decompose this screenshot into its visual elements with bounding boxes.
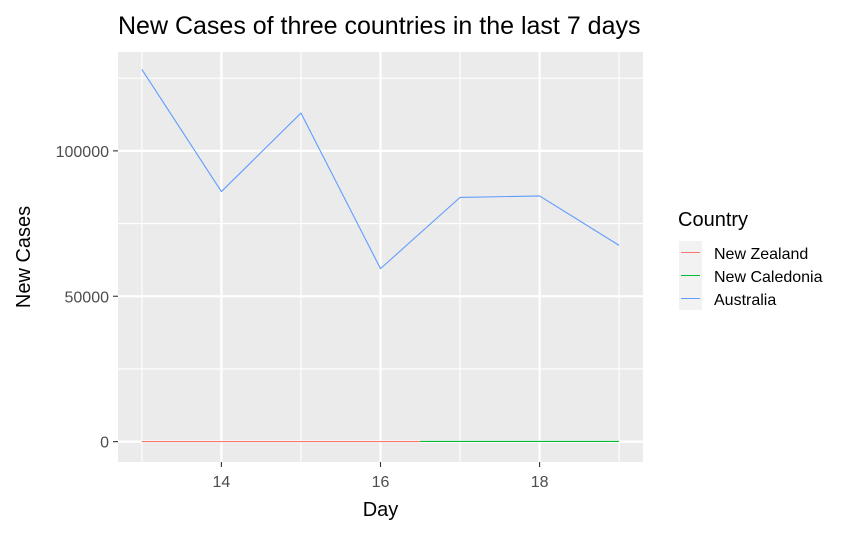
series-line-australia (141, 69, 620, 270)
legend-label-new-zealand: New Zealand (714, 246, 808, 263)
axes: 14 16 18 0 50000 100000 (56, 144, 549, 491)
chart-title: New Cases of three countries in the last… (118, 12, 641, 40)
x-tick-label: 16 (372, 474, 390, 491)
plot-panel (118, 52, 643, 462)
series-lines (141, 69, 620, 443)
y-tick-label: 50000 (65, 289, 110, 306)
legend: Country New Zealand New Caledonia Australi… (678, 209, 823, 310)
x-tick-label: 18 (531, 474, 549, 491)
legend-title: Country (678, 209, 748, 231)
x-tick-label: 14 (213, 474, 231, 491)
x-axis-title: Day (363, 499, 399, 521)
y-axis-title: New Cases (13, 206, 35, 308)
legend-label-new-caledonia: New Caledonia (714, 269, 823, 286)
y-tick-label: 0 (100, 435, 109, 452)
legend-label-australia: Australia (714, 292, 776, 309)
y-tick-label: 100000 (56, 144, 109, 161)
